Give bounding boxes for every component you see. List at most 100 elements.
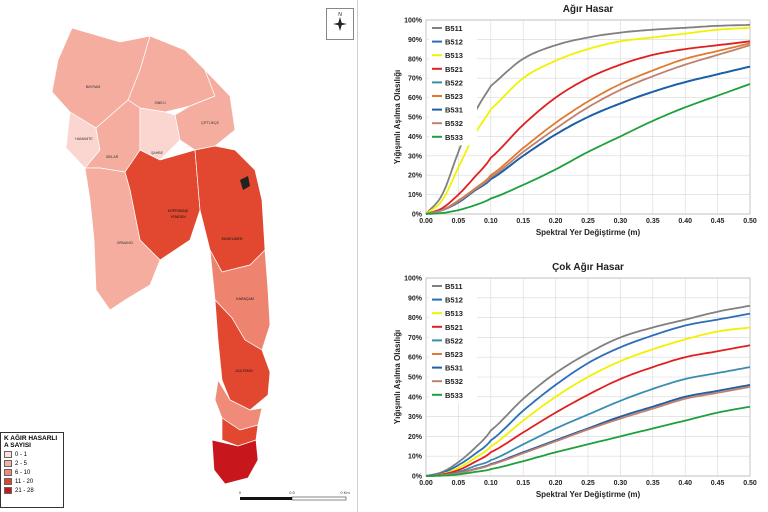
legend-swatch bbox=[4, 469, 12, 476]
series-line-b512 bbox=[425, 312, 751, 477]
district-label: MUSELİMEN bbox=[222, 236, 243, 241]
x-tick-label: 0.35 bbox=[646, 480, 660, 487]
x-tick-label: 0.10 bbox=[484, 480, 498, 487]
legend-title-line2: A SAYISI bbox=[4, 442, 31, 449]
district-label: GÜLTEKİN bbox=[235, 368, 253, 373]
legend-label: B512 bbox=[445, 296, 463, 305]
legend-label: B511 bbox=[445, 24, 463, 33]
x-tick-label: 0.20 bbox=[549, 480, 563, 487]
series-line-b522 bbox=[425, 366, 751, 477]
district-ormanci bbox=[84, 167, 161, 311]
series-line-b532 bbox=[425, 44, 751, 215]
legend-label: B521 bbox=[445, 65, 463, 74]
legend-swatch bbox=[4, 451, 12, 458]
legend-swatch bbox=[4, 487, 12, 494]
scale-label: 0 bbox=[239, 490, 242, 495]
scale-label: 0.5 bbox=[289, 490, 295, 495]
district-label: KÖPRÜBAŞI bbox=[168, 209, 188, 213]
district-label: ISKLAR bbox=[106, 155, 119, 159]
legend-item-label: 11 - 20 bbox=[15, 478, 34, 485]
y-tick-label: 10% bbox=[408, 454, 423, 461]
legend-swatch bbox=[4, 478, 12, 485]
x-tick-label: 0.20 bbox=[549, 218, 563, 225]
legend-item-label: 21 - 28 bbox=[15, 487, 34, 494]
district-label: ÇIFTLİKÇE bbox=[201, 120, 220, 125]
legend-item: 0 - 1 bbox=[4, 451, 60, 458]
district-label: ORMANCI bbox=[117, 241, 134, 245]
chart-agir-hasar: Ağır Hasar 0% 10% 20% 30% 40% 50% 60% 70% 80% 90% 1… bbox=[393, 4, 757, 237]
legend-label: B533 bbox=[445, 391, 463, 400]
legend-item: 11 - 20 bbox=[4, 478, 60, 485]
x-axis-label: Spektral Yer Değiştirme (m) bbox=[536, 228, 641, 237]
legend-label: B523 bbox=[445, 350, 463, 359]
district-inclusion bbox=[240, 176, 250, 190]
district-label: KARAÇAM bbox=[236, 297, 253, 301]
chart-title: Ağır Hasar bbox=[563, 4, 614, 15]
y-tick-label: 50% bbox=[408, 115, 423, 122]
x-tick-label: 0.10 bbox=[484, 218, 498, 225]
y-tick-label: 100% bbox=[404, 18, 423, 25]
district-label: SINELİ bbox=[154, 100, 165, 105]
district-label: HAMAMTE bbox=[75, 137, 93, 141]
legend-item: 21 - 28 bbox=[4, 487, 60, 494]
scale-label: 0 Km bbox=[340, 490, 350, 495]
x-tick-label: 0.30 bbox=[614, 218, 628, 225]
legend-label: B511 bbox=[445, 282, 463, 291]
y-tick-label: 30% bbox=[408, 414, 423, 421]
y-tick-label: 100% bbox=[404, 276, 423, 283]
x-axis-label: Spektral Yer Değiştirme (m) bbox=[536, 490, 641, 499]
series-line-b521 bbox=[425, 40, 751, 215]
district-muselimen bbox=[194, 145, 266, 273]
legend-label: B523 bbox=[445, 92, 463, 101]
x-tick-label: 0.45 bbox=[711, 480, 725, 487]
y-tick-label: 40% bbox=[408, 394, 423, 401]
legend-label: B532 bbox=[445, 119, 463, 128]
legend-item-label: 6 - 10 bbox=[15, 469, 31, 476]
series-line-b533 bbox=[425, 83, 751, 215]
district-label: YENİDEN bbox=[170, 214, 186, 219]
series-line-b513 bbox=[425, 326, 751, 477]
y-tick-label: 10% bbox=[408, 192, 423, 199]
y-tick-label: 0% bbox=[412, 212, 423, 219]
legend-label: B522 bbox=[445, 336, 463, 345]
y-axis-label: Yığışımlı Aşılma Olasılığı bbox=[393, 70, 402, 164]
series-line-b511 bbox=[425, 23, 751, 215]
series-line-b513 bbox=[425, 26, 751, 215]
north-arrow: N bbox=[326, 8, 354, 40]
series-line-b533 bbox=[426, 405, 751, 477]
legend-item-label: 0 - 1 bbox=[15, 451, 28, 458]
y-axis-label: Yığışımlı Aşılma Olasılığı bbox=[393, 330, 402, 424]
y-tick-label: 60% bbox=[408, 95, 423, 102]
x-tick-label: 0.25 bbox=[581, 218, 595, 225]
district-ciftlikce bbox=[174, 69, 236, 151]
legend-label: B531 bbox=[445, 364, 463, 373]
x-tick-label: 0.30 bbox=[614, 480, 628, 487]
legend-title-line1: K AĞIR HASARLI bbox=[4, 435, 58, 442]
legend-label: B522 bbox=[445, 78, 463, 87]
x-tick-label: 0.00 bbox=[419, 480, 433, 487]
district-sineli bbox=[127, 35, 216, 113]
district-label: ŞAHBE bbox=[151, 151, 164, 155]
legend-item: 2 - 5 bbox=[4, 460, 60, 467]
legend-swatch bbox=[4, 460, 12, 467]
x-tick-label: 0.05 bbox=[452, 218, 466, 225]
legend-label: B531 bbox=[445, 106, 463, 115]
series-line-b521 bbox=[425, 344, 751, 477]
svg-text:N: N bbox=[338, 12, 342, 18]
map-legend: K AĞIR HASARLI A SAYISI 0 - 1 2 - 5 6 - … bbox=[0, 432, 64, 508]
charts-panel: Ağır Hasar 0% 10% 20% 30% 40% 50% 60% 70% 80% 90% 1… bbox=[360, 0, 768, 512]
y-tick-label: 20% bbox=[408, 173, 423, 180]
y-tick-label: 60% bbox=[408, 355, 423, 362]
y-tick-label: 80% bbox=[408, 315, 423, 322]
legend-label: B513 bbox=[445, 51, 463, 60]
legend-label: B521 bbox=[445, 323, 463, 332]
district-gultekin bbox=[214, 299, 271, 411]
y-tick-label: 50% bbox=[408, 375, 423, 382]
y-tick-label: 40% bbox=[408, 134, 423, 141]
series-line-b532 bbox=[425, 386, 751, 477]
scale-bar-light bbox=[291, 496, 347, 501]
x-tick-label: 0.05 bbox=[452, 480, 466, 487]
x-tick-label: 0.45 bbox=[711, 218, 725, 225]
x-tick-label: 0.50 bbox=[743, 480, 757, 487]
map-panel: BAYRAM SINELİ ÇIFTLİKÇE HAMAMTE ISKLAR Ş… bbox=[0, 0, 358, 512]
